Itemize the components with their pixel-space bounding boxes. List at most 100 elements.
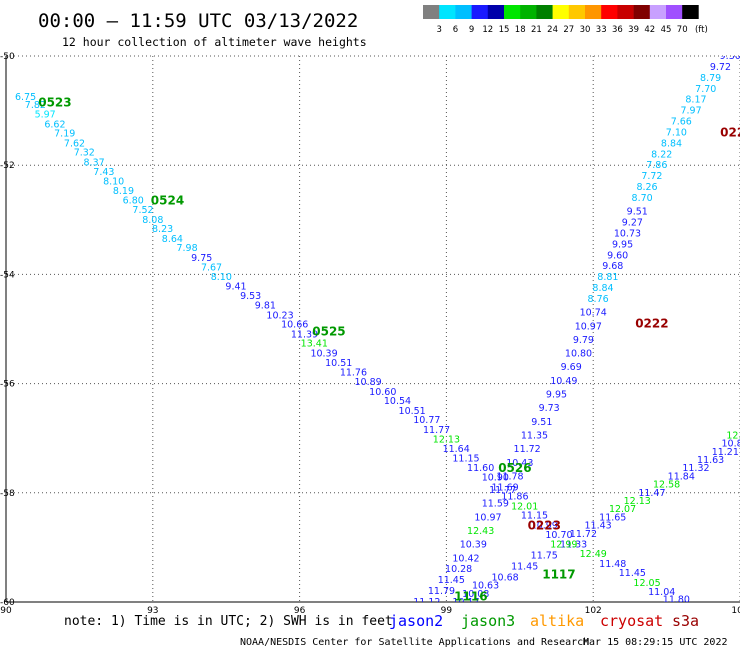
wave-height-value: 10.23: [266, 310, 293, 321]
satellite-s3a: s3a: [672, 612, 699, 630]
scale-swatch: [585, 5, 602, 19]
wave-height-value: 8.84: [661, 138, 682, 149]
scale-label: 12: [482, 25, 493, 35]
wave-height-value: 11.64: [443, 444, 470, 455]
wave-height-value: 10.17: [452, 597, 479, 608]
wave-height-value: 8.81: [597, 272, 618, 283]
track-label: 0523: [38, 95, 71, 109]
track-label: 0526: [498, 461, 531, 475]
y-tick-label: -54: [0, 270, 15, 280]
color-scale-bar: 3 6 9 12 15 18 21 24 27 30 33 36 39 42 45 70 (ft): [423, 5, 708, 35]
wave-height-value: 10.97: [575, 321, 602, 332]
wave-height-value: 9.30: [720, 51, 740, 62]
wave-height-value: 11.65: [599, 512, 626, 523]
track-label: 1116: [454, 590, 487, 604]
wave-height-value: 11.72: [514, 444, 541, 455]
axis-ticks: 90 93 96 99 102 105 -50 -52 -54 -56 -58 -60: [0, 52, 740, 616]
wave-height-value: 8.79: [700, 73, 721, 84]
wave-height-value: 9.95: [612, 239, 633, 250]
wave-height-value: 11.32: [682, 463, 709, 474]
scale-label: 27: [563, 25, 574, 35]
wave-height-value: 11.75: [531, 551, 558, 562]
wave-height-value: 5.97: [35, 109, 56, 120]
wave-height-value: 12.07: [609, 504, 636, 515]
scale-label: 3: [436, 25, 441, 35]
wave-height-value: 12.13: [624, 496, 651, 507]
wave-height-value: 8.76: [588, 294, 609, 305]
x-tick-label: 105: [731, 606, 740, 616]
y-tick-label: -58: [0, 489, 15, 499]
wave-height-value: 9.75: [191, 253, 212, 264]
y-tick-label: -60: [0, 598, 15, 608]
x-tick-label: 99: [441, 606, 453, 616]
wave-height-value: 9.81: [255, 301, 276, 312]
wave-height-value: 9.69: [561, 362, 582, 373]
wave-height-value: 7.82: [25, 100, 46, 111]
wave-height-value: 9.53: [240, 291, 261, 302]
x-tick-label: 102: [585, 606, 602, 616]
footer-timestamp: Mar 15 08:29:15 UTC 2022: [583, 637, 728, 648]
wave-height-value: 9.95: [546, 390, 567, 401]
wave-height-value: 10.77: [413, 415, 440, 426]
wave-height-value: 7.86: [646, 160, 667, 171]
satellite-jason2: jason2: [389, 612, 443, 630]
scale-swatch: [423, 5, 440, 19]
scale-swatch: [633, 5, 651, 19]
wave-height-value: 11.86: [501, 492, 528, 503]
wave-height-value: 11.45: [438, 575, 465, 586]
wave-height-value: 11.21: [712, 447, 739, 458]
wave-height-value: 10.66: [281, 320, 308, 331]
wave-height-value: 7.66: [671, 117, 692, 128]
satellite-jason3: jason3: [461, 612, 515, 630]
y-tick-label: -50: [0, 52, 15, 62]
footer-credit: NOAA/NESDIS Center for Satellite Applica…: [240, 637, 589, 648]
wave-height-value: 7.70: [695, 84, 716, 95]
scale-swatch: [471, 5, 489, 19]
track-label: 0222: [635, 317, 668, 331]
track-label: 0525: [312, 325, 345, 339]
wave-height-value: 11.47: [638, 488, 665, 499]
satellite-cryosat: cryosat: [600, 612, 663, 630]
wave-height-value: 6.80: [123, 196, 144, 207]
wave-height-value: 6.75: [15, 92, 36, 103]
scale-label: 33: [596, 25, 607, 35]
wave-height-value: 8.64: [162, 234, 183, 245]
wave-height-value: 9.73: [539, 403, 560, 414]
track-label: 0524: [151, 194, 184, 208]
wave-height-value: 10.51: [325, 358, 352, 369]
wave-height-value: 10.90: [482, 473, 509, 484]
scale-swatch: [520, 5, 537, 19]
x-tick-label: 90: [0, 606, 12, 616]
scale-label: 21: [531, 25, 542, 35]
wave-height-value: 12.05: [633, 578, 660, 589]
wave-height-value: 10.51: [399, 406, 426, 417]
wave-height-value: 7.43: [93, 167, 114, 178]
satellite-legend: jason2 jason3 altika cryosat s3a: [389, 612, 699, 630]
wave-height-value: 10.43: [506, 458, 533, 469]
wave-height-value: 11.72: [570, 529, 597, 540]
wave-height-value: 12.43: [467, 526, 494, 537]
wave-height-value: 7.52: [132, 205, 153, 216]
wave-height-value: 10.39: [460, 540, 487, 551]
y-tick-label: -52: [0, 161, 15, 171]
scale-label: 39: [628, 25, 639, 35]
wave-height-value: 10.28: [445, 564, 472, 575]
wave-height-value: 6.62: [44, 119, 65, 130]
grid-lines: [5, 55, 740, 603]
wave-height-value: 10.74: [580, 308, 607, 319]
wave-height-value: 11.59: [482, 499, 509, 510]
wave-height-value: 10.63: [472, 581, 499, 592]
wave-height-value: 11.63: [697, 455, 724, 466]
wave-height-value: 10.81: [722, 439, 740, 450]
wave-height-value: 10.97: [474, 512, 501, 523]
wave-height-value: 7.67: [201, 262, 222, 273]
wave-height-value: 10.54: [384, 396, 411, 407]
wave-height-value: 11.48: [599, 559, 626, 570]
wave-height-value: 11.15: [521, 511, 548, 522]
wave-height-value: 10.08: [462, 589, 489, 600]
wave-height-value: 11.43: [584, 521, 611, 532]
track-labels: 0523 0524 0525 0526 0527 1116 1117 0222 0223 022: [38, 95, 740, 604]
scale-label: 70: [677, 25, 688, 35]
scale-label: 6: [453, 25, 458, 35]
